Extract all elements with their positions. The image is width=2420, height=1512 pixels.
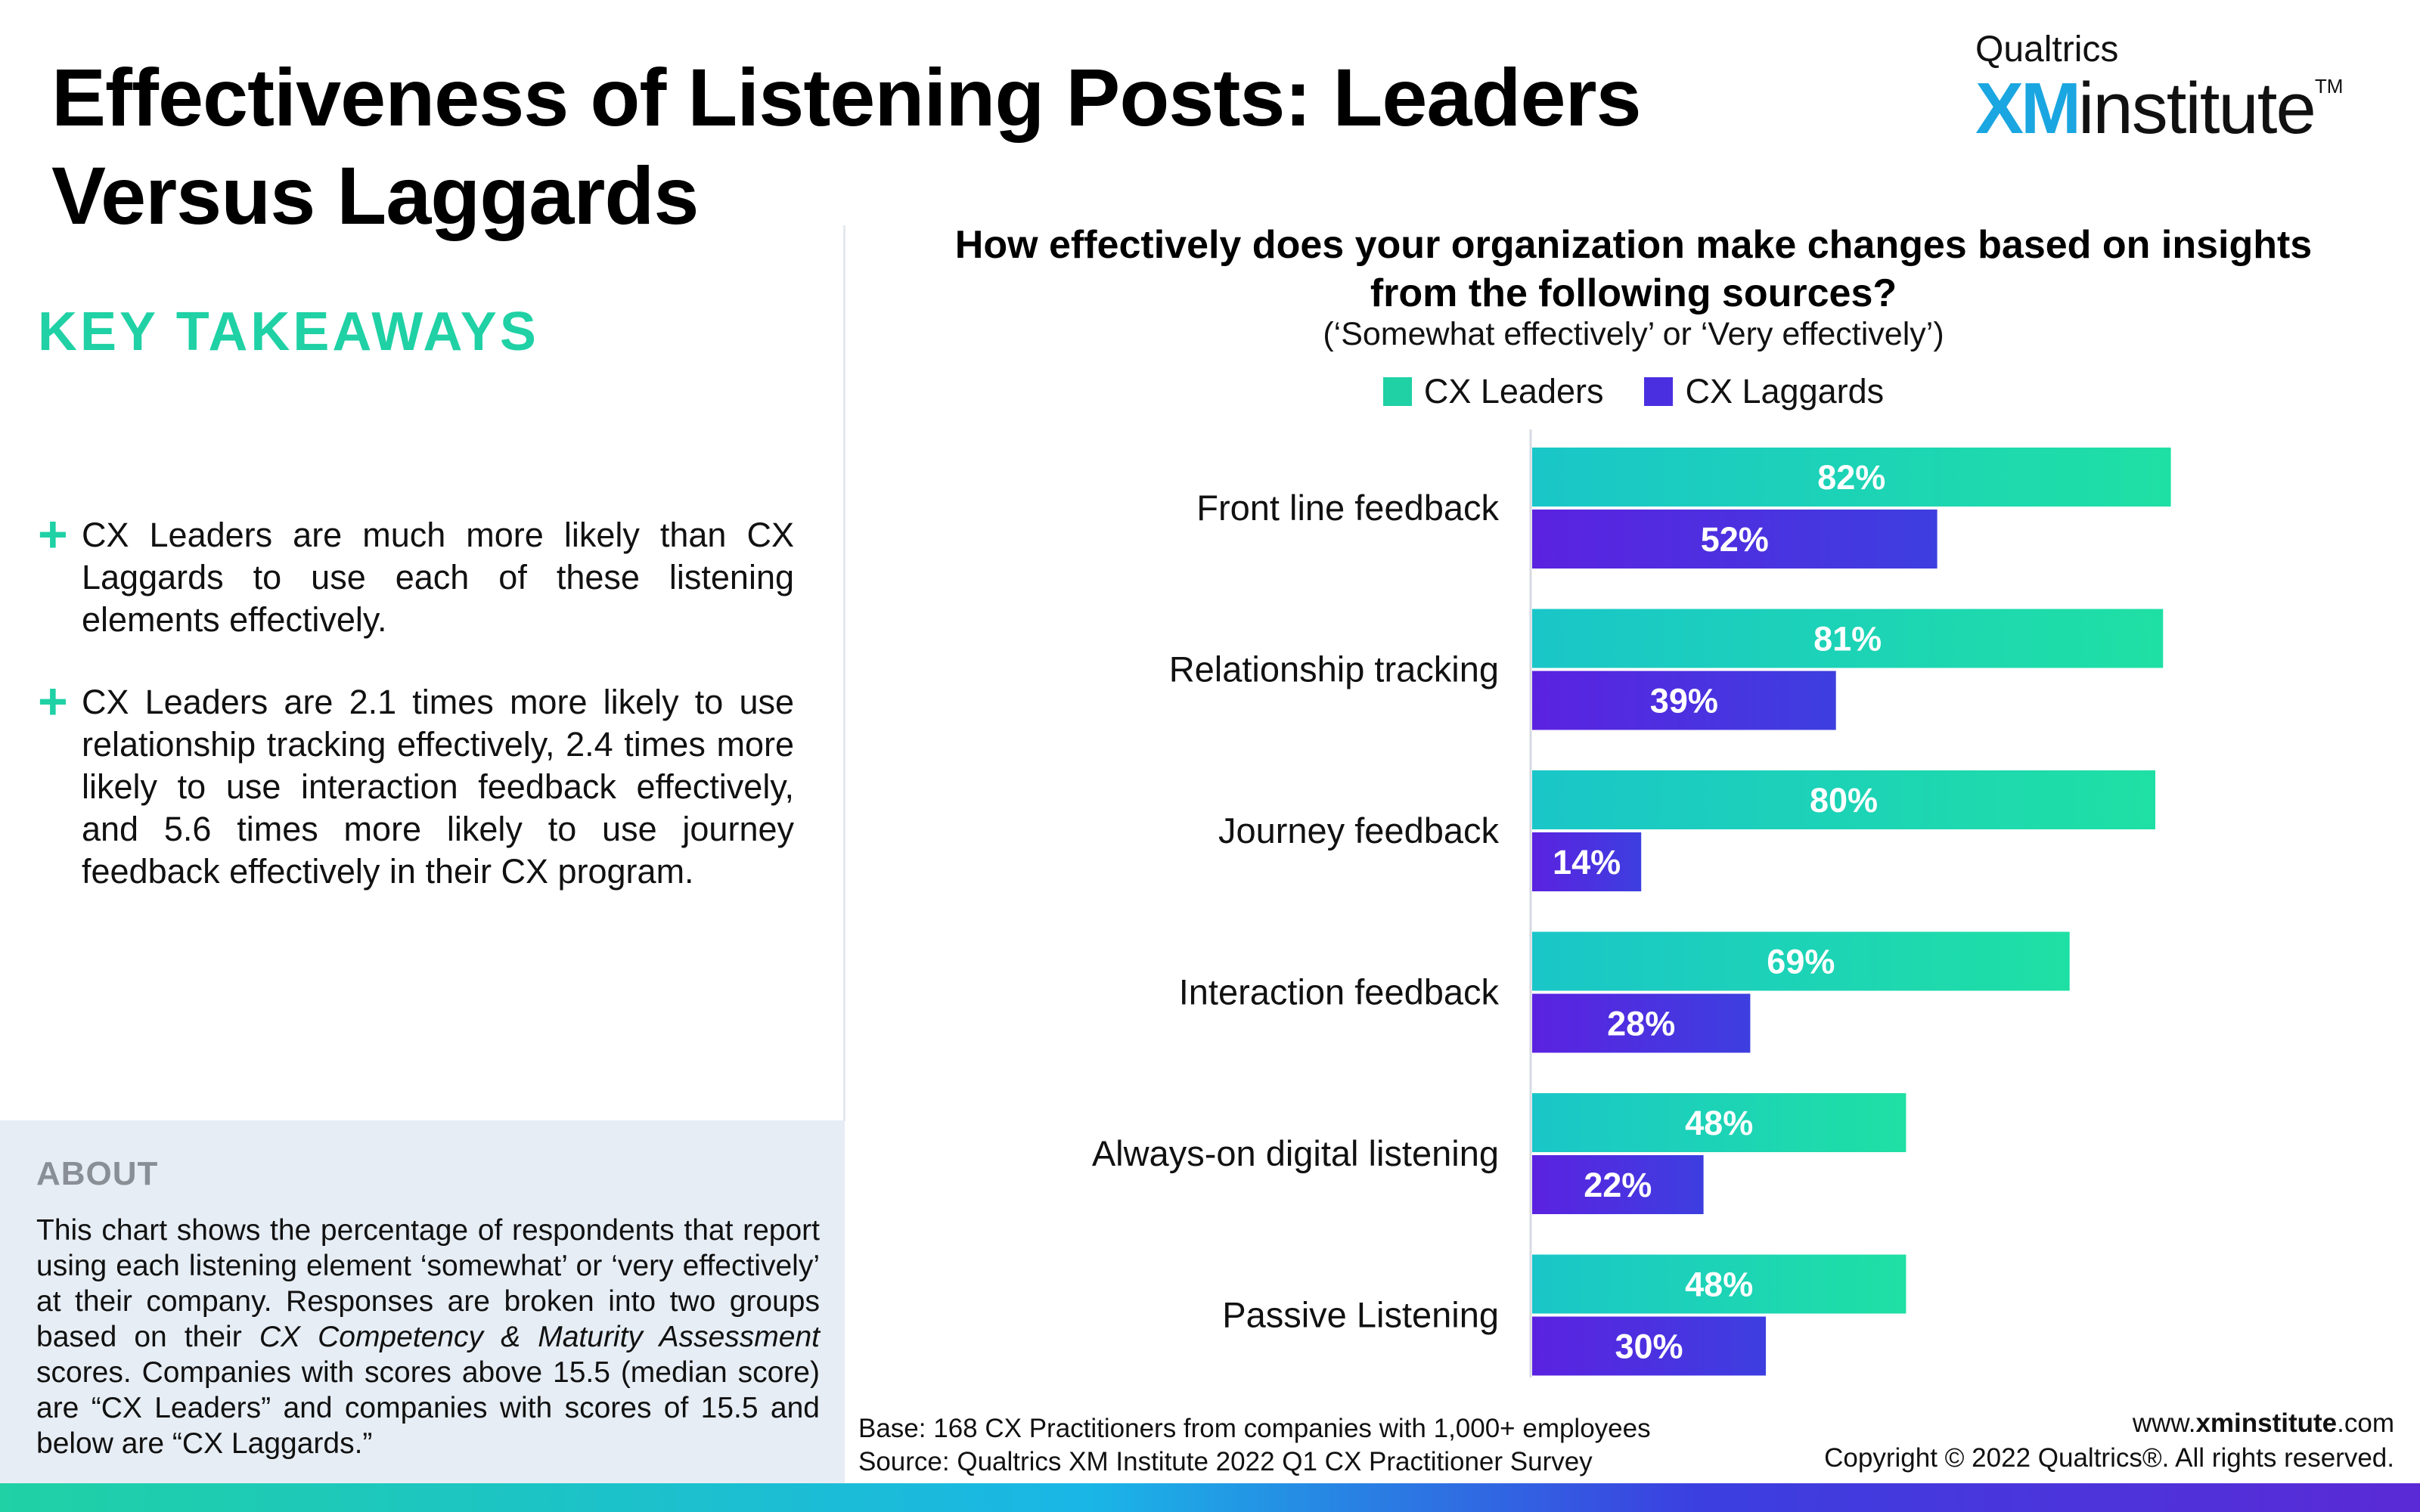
- bar-laggards: [1532, 1155, 1704, 1214]
- legend-swatch-leaders: [1382, 377, 1412, 406]
- page-title: Effectiveness of Listening Posts: Leader…: [51, 51, 1642, 241]
- category-label: Interaction feedback: [1179, 972, 1500, 1012]
- chart-bars: Front line feedback 82% 52% Relationship tr…: [1092, 429, 2171, 1377]
- url-prefix: www.: [2132, 1408, 2196, 1438]
- data-label-laggards: 52%: [1701, 520, 1769, 559]
- chart-title: How effectively does your organization m…: [954, 223, 2313, 315]
- legend-swatch-laggards: [1644, 377, 1674, 406]
- category-label: Relationship tracking: [1169, 649, 1499, 689]
- footer-copyright-block: www.xminstitute.com Copyright © 2022 Qua…: [1664, 1406, 2394, 1476]
- about-panel: [0, 1120, 845, 1483]
- takeaway-item: + CX Leaders are 2.1 times more likely t…: [38, 673, 794, 893]
- logo-institute: institute: [2078, 68, 2316, 149]
- logo-xm: XM: [1975, 68, 2081, 149]
- about-body: This chart shows the percentage of respo…: [36, 1213, 820, 1461]
- legend-item-leaders: CX Leaders: [1382, 372, 1604, 411]
- bar-laggards: [1532, 510, 1938, 569]
- category-label: Passive Listening: [1222, 1295, 1499, 1335]
- legend-label-laggards: CX Laggards: [1685, 372, 1885, 411]
- bar-laggards: [1532, 993, 1751, 1053]
- bar-leaders: [1532, 448, 2171, 507]
- bar-laggards: [1532, 671, 1836, 730]
- data-label-leaders: 48%: [1685, 1104, 1753, 1142]
- bar-leaders: [1532, 1254, 1907, 1314]
- bar-leaders: [1532, 931, 2070, 991]
- vertical-divider: [843, 225, 845, 1121]
- data-label-laggards: 28%: [1607, 1005, 1675, 1043]
- bar-leaders: [1532, 1093, 1907, 1152]
- footer-notes: Base: 168 CX Practitioners from companie…: [858, 1412, 1651, 1479]
- data-label-leaders: 69%: [1767, 943, 1835, 981]
- data-label-leaders: 48%: [1685, 1266, 1753, 1304]
- key-takeaways-heading: KEY TAKEAWAYS: [38, 302, 539, 362]
- bar-laggards: [1532, 832, 1642, 891]
- takeaway-item: + CX Leaders are much more likely than C…: [38, 506, 794, 641]
- legend-label-leaders: CX Leaders: [1423, 372, 1604, 411]
- logo-trademark: TM: [2314, 75, 2344, 98]
- takeaway-text: CX Leaders are much more likely than CX …: [82, 516, 794, 639]
- data-label-laggards: 22%: [1584, 1166, 1652, 1204]
- url-suffix: .com: [2337, 1408, 2394, 1438]
- chart-legend: CX Leaders CX Laggards: [908, 372, 2360, 411]
- chart-subtitle: (‘Somewhat effectively’ or ‘Very effecti…: [1323, 316, 1944, 352]
- bottom-gradient-bar: [0, 1483, 2420, 1512]
- footer-copyright: Copyright © 2022 Qualtrics®. All rights …: [1824, 1443, 2394, 1473]
- about-text-italic: CX Competency & Maturity Assessment: [259, 1321, 820, 1353]
- data-label-laggards: 14%: [1553, 843, 1621, 881]
- data-label-leaders: 82%: [1817, 458, 1885, 497]
- takeaway-text: CX Leaders are 2.1 times more likely to …: [82, 683, 794, 891]
- qualtrics-xm-institute-logo: Qualtrics XMinstituteTM: [1975, 29, 2369, 150]
- logo-brand: Qualtrics: [1975, 29, 2119, 70]
- url-domain: xminstitute: [2195, 1408, 2338, 1438]
- bar-leaders: [1532, 770, 2155, 829]
- bar-laggards: [1532, 1316, 1766, 1376]
- about-text: scores. Companies with scores above 15.5…: [36, 1356, 820, 1460]
- bar-leaders: [1532, 609, 2164, 668]
- data-label-laggards: 30%: [1615, 1328, 1683, 1366]
- data-label-laggards: 39%: [1650, 682, 1718, 720]
- data-label-leaders: 80%: [1810, 781, 1878, 820]
- category-label: Front line feedback: [1196, 488, 1499, 528]
- category-label: Journey feedback: [1218, 810, 1500, 850]
- footer-base: Base: 168 CX Practitioners from companie…: [858, 1414, 1651, 1443]
- about-heading: ABOUT: [36, 1155, 159, 1192]
- category-label: Always-on digital listening: [1092, 1133, 1499, 1173]
- footer-source: Source: Qualtrics XM Institute 2022 Q1 C…: [858, 1447, 1593, 1476]
- plus-icon: +: [38, 673, 68, 730]
- legend-item-laggards: CX Laggards: [1644, 372, 1884, 411]
- data-label-leaders: 81%: [1813, 620, 1882, 658]
- about-text: This chart shows the percentage of respo…: [36, 1214, 820, 1353]
- plus-icon: +: [38, 506, 68, 563]
- footer-url[interactable]: www.xminstitute.com: [1664, 1406, 2394, 1441]
